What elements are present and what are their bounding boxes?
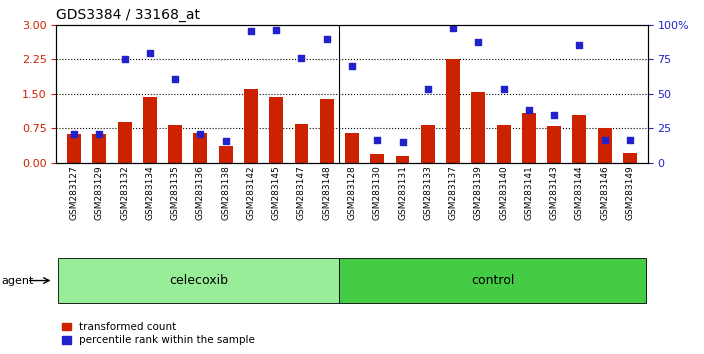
Point <box>94 131 105 137</box>
Bar <box>194 133 207 163</box>
Bar <box>143 97 157 163</box>
Point <box>372 137 383 143</box>
Point <box>599 137 610 143</box>
Point <box>624 137 636 143</box>
Bar <box>345 133 359 163</box>
Point <box>548 112 560 117</box>
Point <box>245 28 256 34</box>
Point <box>119 56 130 62</box>
Point <box>68 131 80 137</box>
Point <box>170 76 181 82</box>
Point <box>195 131 206 137</box>
Point <box>472 39 484 45</box>
Point <box>296 55 307 61</box>
Point <box>422 86 434 92</box>
Point <box>346 63 358 69</box>
Point <box>220 138 232 144</box>
Bar <box>294 124 308 163</box>
Text: celecoxib: celecoxib <box>169 274 228 287</box>
Bar <box>572 114 586 163</box>
Point <box>574 42 585 48</box>
Bar <box>396 156 410 163</box>
Bar <box>67 134 81 163</box>
Bar <box>118 122 132 163</box>
Point <box>498 86 509 92</box>
Text: control: control <box>471 274 515 287</box>
Legend: transformed count, percentile rank within the sample: transformed count, percentile rank withi… <box>61 322 255 345</box>
Point <box>321 36 332 41</box>
Bar <box>522 113 536 163</box>
Bar <box>244 89 258 163</box>
Bar <box>421 125 435 163</box>
Bar <box>92 134 106 163</box>
Point <box>397 139 408 145</box>
Bar <box>446 59 460 163</box>
Point <box>270 28 282 33</box>
Bar <box>320 99 334 163</box>
Bar <box>339 258 646 303</box>
Bar <box>370 154 384 163</box>
Bar <box>598 128 612 163</box>
Point <box>523 107 534 113</box>
Bar <box>219 146 232 163</box>
Text: GDS3384 / 33168_at: GDS3384 / 33168_at <box>56 8 201 22</box>
Bar <box>497 125 510 163</box>
Bar <box>623 153 637 163</box>
Bar <box>547 126 561 163</box>
Bar <box>58 258 339 303</box>
Bar <box>168 125 182 163</box>
Bar <box>269 97 283 163</box>
Bar <box>472 92 485 163</box>
Point <box>144 51 156 56</box>
Point <box>448 25 459 31</box>
Text: agent: agent <box>1 275 34 286</box>
